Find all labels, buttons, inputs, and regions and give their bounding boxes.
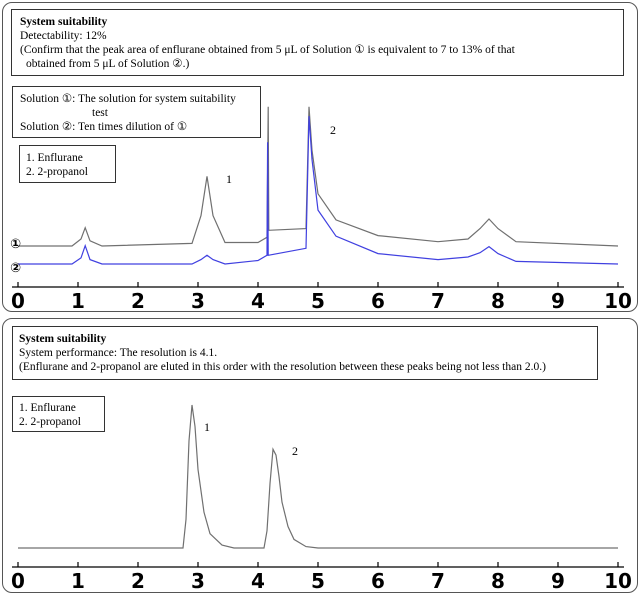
bottom-tick-label-2: 2 — [131, 569, 145, 593]
top-header-line2: (Confirm that the peak area of enflurane… — [20, 44, 515, 56]
top-tick-label-6: 6 — [371, 289, 385, 313]
top-tick-label-1: 1 — [71, 289, 85, 313]
top-tick-label-8: 8 — [491, 289, 505, 313]
top-tick-label-2: 2 — [131, 289, 145, 313]
bottom-tick-label-8: 8 — [491, 569, 505, 593]
bottom-header-box: System suitability System performance: T… — [12, 326, 598, 380]
solution-1-text-cont: test — [92, 107, 108, 119]
bottom-legend-box: 1. Enflurane 2. 2-propanol — [12, 396, 105, 432]
top-tick-label-0: 0 — [11, 289, 25, 313]
top-legend-box: 1. Enflurane 2. 2-propanol — [19, 145, 116, 183]
bottom-tick-label-3: 3 — [191, 569, 205, 593]
bottom-tick-label-0: 0 — [11, 569, 25, 593]
top-tick-label-10: 10 — [604, 289, 632, 313]
bottom-tick-label-7: 7 — [431, 569, 445, 593]
top-tick-label-7: 7 — [431, 289, 445, 313]
trace-solution-2 — [18, 116, 619, 265]
trace-solution-1 — [18, 106, 619, 247]
bottom-header-line1: System performance: The resolution is 4.… — [19, 347, 218, 359]
bottom-tick-label-4: 4 — [251, 569, 265, 593]
bottom-tick-label-6: 6 — [371, 569, 385, 593]
solution-1-text: Solution ①: The solution for system suit… — [20, 93, 236, 105]
top-tick-label-3: 3 — [191, 289, 205, 313]
top-header-title: System suitability — [20, 16, 108, 28]
top-tick-label-5: 5 — [311, 289, 325, 313]
bottom-tick-label-9: 9 — [551, 569, 565, 593]
top-header-line1: Detectability: 12% — [20, 30, 107, 42]
top-peak-label-2: 2 — [330, 123, 336, 137]
bottom-header-title: System suitability — [19, 333, 107, 345]
bottom-legend-item-2-propanol: 2. 2-propanol — [19, 416, 81, 428]
trace-label-solution-1: ① — [10, 237, 21, 252]
bottom-tick-label-5: 5 — [311, 569, 325, 593]
bottom-peak-label-2: 2 — [292, 444, 298, 458]
bottom-tick-label-1: 1 — [71, 569, 85, 593]
top-tick-label-4: 4 — [251, 289, 265, 313]
legend-item-enflurane: 1. Enflurane — [26, 152, 83, 164]
trace-system-performance — [18, 404, 618, 549]
top-peak-label-1: 1 — [226, 172, 232, 186]
top-tick-label-9: 9 — [551, 289, 565, 313]
bottom-tick-label-10: 10 — [604, 569, 632, 593]
legend-item-2-propanol: 2. 2-propanol — [26, 166, 88, 178]
solutions-box: Solution ①: The solution for system suit… — [12, 86, 261, 138]
bottom-peak-label-1: 1 — [204, 420, 210, 434]
top-header-box: System suitability Detectability: 12% (C… — [11, 9, 624, 76]
bottom-header-line2: (Enflurane and 2-propanol are eluted in … — [19, 361, 546, 373]
top-header-line3: obtained from 5 μL of Solution ②.) — [26, 58, 190, 70]
trace-label-solution-2: ② — [10, 261, 21, 276]
bottom-legend-item-enflurane: 1. Enflurane — [19, 402, 76, 414]
solution-2-text: Solution ②: Ten times dilution of ① — [20, 121, 188, 133]
